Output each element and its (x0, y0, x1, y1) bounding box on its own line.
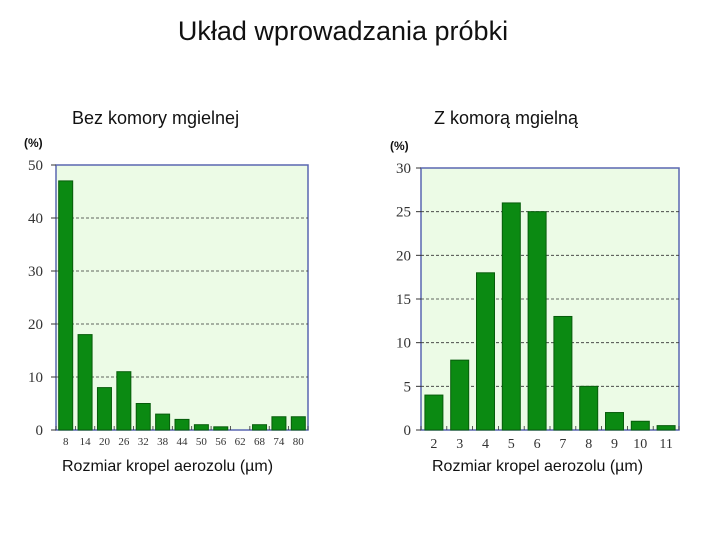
bar-11 (656, 425, 676, 431)
x-tick-label: 32 (138, 436, 149, 448)
bar-2 (424, 394, 444, 431)
x-tick-label: 44 (177, 436, 189, 448)
x-tick-label: 10 (633, 437, 647, 452)
chart-left: 0 10 20 30 40 50 (%) 8 14 20 26 32 38 44 50 56 62 68 74 80 (24, 136, 309, 448)
x-tick-label: 3 (456, 437, 463, 452)
x-tick-label: 5 (508, 437, 515, 452)
x-tick-label: 2 (430, 437, 437, 452)
x-tick-label: 14 (80, 436, 92, 448)
chart-title-left: Bez komory mgielnej (72, 108, 240, 128)
y-tick-label: 15 (396, 292, 411, 308)
bar-80 (290, 416, 306, 431)
plot-area (55, 164, 309, 431)
y-tick-label: 30 (28, 264, 43, 280)
x-tick-label: 8 (63, 436, 69, 448)
x-axis-label-left: Rozmiar kropel aerozolu (µm) (62, 458, 274, 475)
chart-right: 0 5 10 15 20 25 30 (%) 2 3 4 5 6 7 8 9 10 11 (390, 139, 680, 452)
chart-title-right: Z komorą mgielną (434, 108, 579, 128)
page-title: Układ wprowadzania próbki (177, 16, 509, 46)
x-tick-label: 20 (99, 436, 111, 448)
y-tick-label: 25 (396, 205, 411, 221)
y-tick-label: 40 (28, 211, 43, 227)
bar-38 (155, 413, 171, 431)
x-tick-label: 56 (215, 436, 227, 448)
bar-56 (213, 426, 229, 431)
y-tick-label: 0 (404, 423, 412, 439)
y-tick-label: 0 (36, 423, 44, 439)
bar-3 (450, 359, 470, 431)
bar-50 (193, 424, 209, 431)
bar-74 (271, 416, 287, 431)
x-tick-label: 11 (659, 437, 672, 452)
y-tick-label: 5 (404, 379, 412, 395)
bar-8 (58, 180, 74, 431)
bar-8 (579, 385, 599, 431)
x-tick-label: 68 (254, 436, 266, 448)
bar-32 (135, 403, 151, 431)
y-axis-unit: (%) (390, 139, 409, 153)
bar-7 (553, 315, 573, 431)
bar-68 (252, 424, 268, 431)
y-tick-label: 30 (396, 161, 411, 177)
x-axis-label-right: Rozmiar kropel aerozolu (µm) (432, 458, 644, 475)
bar-14 (77, 334, 93, 431)
y-tick-label: 20 (396, 248, 411, 264)
x-tick-label: 4 (482, 437, 489, 452)
y-axis-unit: (%) (24, 136, 43, 150)
x-tick-label: 80 (293, 436, 305, 448)
bar-10 (630, 420, 650, 431)
x-tick-label: 50 (196, 436, 208, 448)
y-tick-label: 10 (396, 336, 411, 352)
y-tick-label: 50 (28, 158, 43, 174)
x-tick-label: 6 (534, 437, 541, 452)
y-tick-label: 10 (28, 370, 43, 386)
bar-9 (605, 412, 624, 431)
x-tick-label: 74 (273, 436, 285, 448)
bar-26 (116, 371, 132, 431)
bar-44 (174, 418, 190, 431)
x-tick-label: 7 (559, 437, 566, 452)
x-tick-label: 26 (118, 436, 130, 448)
bar-5 (501, 202, 521, 431)
bar-4 (476, 272, 495, 431)
x-tick-label: 38 (157, 436, 169, 448)
x-tick-label: 9 (611, 437, 618, 452)
y-tick-label: 20 (28, 317, 43, 333)
bar-20 (96, 387, 112, 431)
x-tick-label: 62 (235, 436, 246, 448)
x-tick-label: 8 (585, 437, 592, 452)
bar-6 (527, 211, 547, 431)
